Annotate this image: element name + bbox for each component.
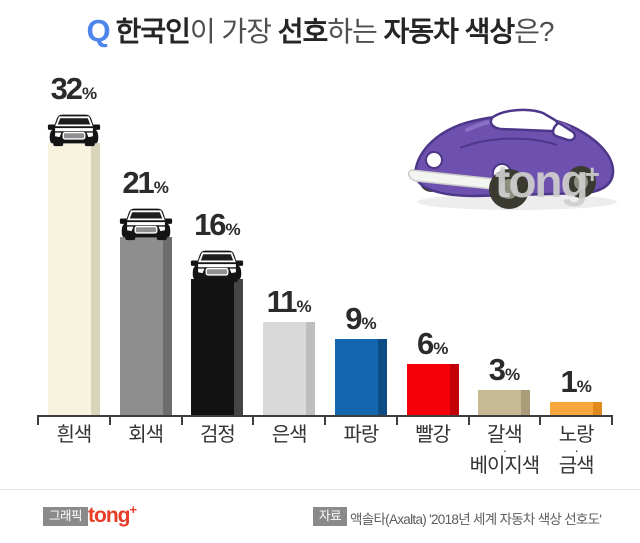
title-segment: 이 가장 [189, 16, 278, 47]
category-label-line: 파랑 [343, 424, 379, 446]
bar-shade [593, 402, 603, 415]
percent-sign: % [296, 296, 312, 316]
beetle-car-icon [407, 108, 617, 210]
title-text: 한국인이 가장 선호하는 자동차 색상은? [115, 16, 555, 47]
q-icon: Q [86, 13, 110, 48]
value-number: 21 [122, 164, 155, 200]
title-segment: 은? [514, 16, 554, 47]
category-label-갈색·베이지색: 갈색 · 베이지색 [449, 424, 559, 478]
bar-은색 [263, 321, 316, 415]
label-separator-dot: · [502, 443, 507, 458]
category-label-빨강: 빨강 [378, 424, 488, 447]
bar-흰색 [47, 143, 100, 415]
value-number: 9 [345, 300, 362, 336]
value-label: 16% [162, 208, 272, 242]
x-axis-tick [37, 415, 39, 425]
bar-파랑 [334, 338, 387, 415]
percent-sign: % [82, 84, 98, 103]
bar-shade [377, 338, 387, 415]
bar-shade [234, 279, 244, 415]
category-label-회색: 회색 [91, 424, 201, 447]
category-label-파랑: 파랑 [306, 424, 416, 447]
category-label-line: 은색 [271, 424, 308, 446]
category-label-흰색: 흰색 [19, 424, 129, 447]
title-segment: 한국인 [115, 16, 191, 47]
percent-sign: % [225, 220, 241, 239]
bar-검정 [191, 279, 244, 415]
bar-shade [162, 236, 172, 415]
title-segment: 자동차 색상 [383, 16, 516, 47]
x-axis-tick [467, 415, 470, 425]
title-segment: 하는 [327, 16, 384, 47]
percent-sign: % [504, 364, 521, 384]
bar-shade [306, 321, 316, 415]
x-axis-tick [252, 415, 255, 425]
category-label-line: 회색 [128, 424, 164, 446]
footer-divider [0, 489, 640, 490]
category-label-line: 갈색 [486, 424, 523, 446]
source-badge: 자료 [313, 507, 348, 526]
value-label: 1% [521, 365, 631, 399]
bar-회색 [119, 236, 172, 415]
category-label-은색: 은색 [234, 424, 344, 447]
value-label: 9% [306, 300, 416, 336]
bar-shade [90, 143, 100, 415]
bar-빨강 [406, 364, 459, 415]
percent-sign: % [153, 177, 169, 197]
car-front-icon [190, 247, 244, 283]
category-label-line: 빨강 [415, 424, 451, 446]
car-front-icon [47, 111, 101, 147]
category-label-line: 검정 [199, 424, 236, 446]
car-front-icon [119, 205, 173, 240]
bar-갈색·베이지색 [478, 389, 531, 415]
source-text: 액솔타(Axalta) '2018년 세계 자동차 색상 선호도' [350, 512, 602, 527]
value-number: 16 [194, 207, 227, 242]
value-label: 3% [449, 351, 559, 387]
bar-shade [449, 364, 459, 415]
percent-sign: % [576, 377, 592, 396]
value-label: 6% [378, 327, 488, 361]
value-label: 32% [19, 72, 129, 106]
x-axis-tick [611, 415, 613, 425]
category-label-line: 베이지색 [469, 455, 541, 477]
page-title: Q 한국인이 가장 선호하는 자동차 색상은? [0, 10, 640, 50]
category-label-line: 노랑 [558, 424, 595, 446]
category-label-검정: 검정 [162, 424, 272, 447]
percent-sign: % [433, 339, 449, 358]
label-separator-dot: · [574, 443, 578, 458]
purple-car-illustration [405, 96, 633, 216]
value-label: 21% [91, 164, 201, 200]
bar-shade [521, 389, 531, 415]
tong-logo: tong+ [88, 502, 137, 527]
category-label-노랑·금색: 노랑 · 금색 [521, 424, 631, 478]
category-label-line: 금색 [558, 455, 595, 477]
value-number: 1 [560, 364, 577, 399]
x-axis-tick [180, 415, 183, 425]
x-axis-tick [324, 415, 326, 425]
percent-sign: % [361, 313, 377, 333]
category-label-line: 흰색 [56, 424, 92, 446]
tong-watermark: tong+ [495, 155, 600, 207]
x-axis-tick [539, 415, 542, 425]
bar-노랑·금색 [550, 402, 603, 415]
title-segment: 선호 [277, 16, 329, 47]
x-axis-tick [395, 415, 398, 425]
value-number: 11 [266, 283, 298, 319]
value-number: 3 [488, 351, 506, 387]
value-number: 32 [50, 71, 84, 106]
value-number: 6 [416, 326, 434, 361]
x-axis-tick [108, 415, 111, 425]
graphic-credit-badge: 그래픽 [43, 507, 89, 526]
value-label: 11% [234, 283, 344, 319]
